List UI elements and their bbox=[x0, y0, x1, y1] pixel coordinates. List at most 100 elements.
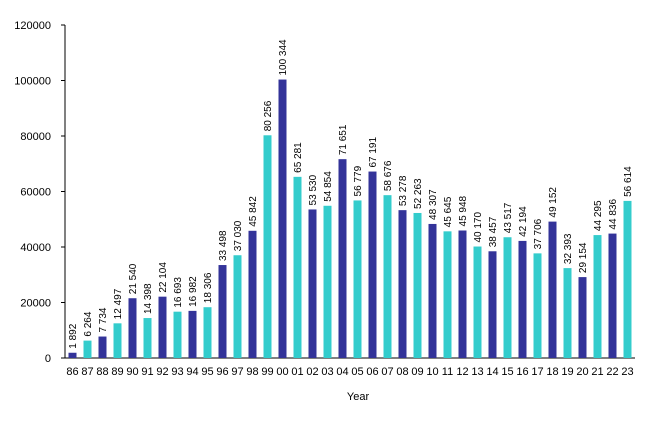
bar bbox=[383, 195, 392, 358]
bar bbox=[308, 209, 317, 358]
bar bbox=[533, 253, 542, 358]
value-label: 44 836 bbox=[608, 199, 619, 230]
value-label: 52 263 bbox=[413, 178, 424, 209]
bar bbox=[353, 200, 362, 358]
x-tick-label: 87 bbox=[81, 366, 93, 378]
value-label: 100 344 bbox=[278, 39, 289, 76]
bar bbox=[398, 210, 407, 358]
value-label: 22 104 bbox=[158, 262, 169, 293]
value-label: 67 191 bbox=[368, 137, 379, 168]
x-tick-label: 22 bbox=[606, 366, 618, 378]
value-label: 54 854 bbox=[323, 171, 334, 202]
x-tick-label: 19 bbox=[561, 366, 573, 378]
y-tick-label: 0 bbox=[45, 353, 51, 365]
bar bbox=[593, 235, 602, 358]
x-axis-label: Year bbox=[347, 391, 370, 403]
x-tick-label: 99 bbox=[261, 366, 273, 378]
bar bbox=[293, 176, 302, 358]
bar bbox=[623, 200, 632, 358]
value-label: 58 676 bbox=[383, 160, 394, 191]
x-tick-label: 94 bbox=[186, 366, 198, 378]
y-tick-label: 100000 bbox=[14, 76, 51, 88]
x-tick-label: 97 bbox=[231, 366, 243, 378]
x-tick-label: 86 bbox=[66, 366, 78, 378]
x-tick-label: 18 bbox=[546, 366, 558, 378]
value-label: 37 706 bbox=[533, 218, 544, 249]
x-tick-label: 04 bbox=[336, 366, 348, 378]
value-label: 44 295 bbox=[593, 200, 604, 231]
x-tick-label: 17 bbox=[531, 366, 543, 378]
x-tick-label: 11 bbox=[442, 366, 453, 378]
bar bbox=[278, 79, 287, 358]
x-tick-label: 03 bbox=[321, 366, 333, 378]
bar bbox=[473, 246, 482, 358]
bar bbox=[443, 231, 452, 358]
bar bbox=[233, 255, 242, 358]
x-tick-label: 13 bbox=[471, 366, 483, 378]
y-tick-label: 120000 bbox=[14, 20, 51, 32]
value-label: 45 645 bbox=[443, 196, 454, 227]
value-label: 12 497 bbox=[113, 288, 124, 319]
x-tick-label: 05 bbox=[351, 366, 363, 378]
x-tick-label: 92 bbox=[156, 366, 168, 378]
x-tick-label: 93 bbox=[171, 366, 183, 378]
value-label: 29 154 bbox=[578, 242, 589, 273]
value-label: 45 948 bbox=[458, 195, 469, 226]
y-tick-label: 60000 bbox=[20, 187, 51, 199]
x-tick-label: 08 bbox=[396, 366, 408, 378]
bar bbox=[413, 212, 422, 358]
bar bbox=[338, 159, 347, 358]
bar bbox=[113, 323, 122, 358]
value-label: 71 651 bbox=[338, 124, 349, 155]
x-tick-label: 12 bbox=[456, 366, 468, 378]
x-tick-label: 07 bbox=[381, 366, 393, 378]
bar bbox=[563, 268, 572, 358]
value-label: 14 398 bbox=[143, 283, 154, 314]
bar bbox=[323, 205, 332, 358]
x-tick-label: 21 bbox=[591, 366, 603, 378]
value-label: 65 281 bbox=[293, 142, 304, 173]
bar bbox=[368, 171, 377, 358]
x-tick-label: 16 bbox=[516, 366, 528, 378]
y-tick-label: 80000 bbox=[20, 131, 51, 143]
x-tick-label: 20 bbox=[576, 366, 588, 378]
x-tick-label: 15 bbox=[501, 366, 513, 378]
x-tick-label: 96 bbox=[216, 366, 228, 378]
bar bbox=[458, 230, 467, 358]
x-tick-label: 09 bbox=[411, 366, 423, 378]
value-label: 16 982 bbox=[188, 276, 199, 307]
bar bbox=[83, 340, 92, 358]
value-label: 40 170 bbox=[473, 212, 484, 243]
bar bbox=[98, 336, 107, 358]
value-label: 56 779 bbox=[353, 165, 364, 196]
value-label: 49 152 bbox=[548, 187, 559, 218]
x-tick-label: 01 bbox=[291, 366, 303, 378]
value-label: 33 498 bbox=[218, 230, 229, 261]
x-tick-label: 14 bbox=[486, 366, 498, 378]
x-tick-label: 23 bbox=[621, 366, 633, 378]
bar bbox=[248, 230, 257, 358]
bar bbox=[218, 265, 227, 358]
value-label: 21 540 bbox=[128, 263, 139, 294]
bar bbox=[578, 277, 587, 358]
x-tick-label: 88 bbox=[96, 366, 108, 378]
value-label: 32 393 bbox=[563, 233, 574, 264]
value-label: 80 256 bbox=[263, 100, 274, 131]
value-label: 43 517 bbox=[503, 202, 514, 233]
value-label: 7 734 bbox=[98, 307, 109, 332]
y-tick-label: 40000 bbox=[20, 242, 51, 254]
x-tick-label: 00 bbox=[276, 366, 288, 378]
bar bbox=[428, 223, 437, 358]
bar bbox=[518, 240, 527, 358]
value-label: 37 030 bbox=[233, 220, 244, 251]
x-tick-label: 06 bbox=[366, 366, 378, 378]
value-label: 38 457 bbox=[488, 216, 499, 247]
value-label: 16 693 bbox=[173, 277, 184, 308]
value-label: 53 530 bbox=[308, 174, 319, 205]
bar bbox=[488, 251, 497, 358]
x-tick-label: 02 bbox=[306, 366, 318, 378]
bar bbox=[263, 135, 272, 358]
x-tick-label: 91 bbox=[141, 366, 153, 378]
value-label: 56 614 bbox=[623, 166, 634, 197]
